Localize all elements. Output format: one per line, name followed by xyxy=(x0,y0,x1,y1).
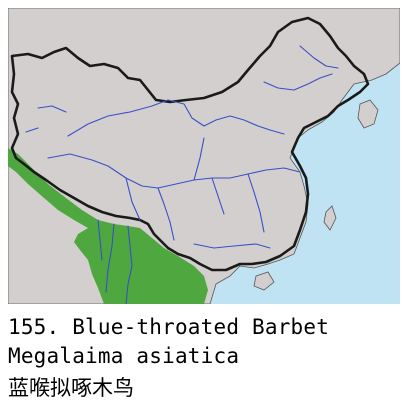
species-number: 155. xyxy=(8,315,60,339)
species-scientific-name: Megalaima asiatica xyxy=(8,344,240,368)
range-map xyxy=(8,8,400,304)
land xyxy=(253,271,275,291)
distribution-range xyxy=(8,148,208,304)
species-english-name: Blue-throated Barbet xyxy=(72,315,330,339)
species-chinese-name: 蓝喉拟啄木鸟 xyxy=(8,376,134,400)
land xyxy=(323,205,337,231)
land xyxy=(357,99,379,129)
china-border xyxy=(10,16,370,272)
species-english-caption: 155. Blue-throated Barbet xyxy=(8,314,408,340)
rivers xyxy=(25,45,339,304)
